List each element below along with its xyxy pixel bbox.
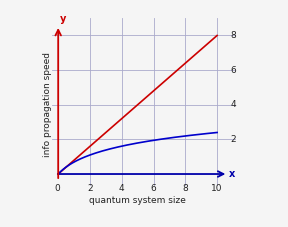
- Text: y: y: [60, 14, 67, 24]
- Text: 8: 8: [231, 31, 236, 40]
- Text: 0: 0: [54, 184, 60, 193]
- Text: quantum system size: quantum system size: [89, 196, 186, 205]
- Text: 4: 4: [119, 184, 125, 193]
- Text: 10: 10: [211, 184, 223, 193]
- Text: x: x: [229, 169, 235, 179]
- Text: 4: 4: [231, 100, 236, 109]
- Text: 8: 8: [182, 184, 188, 193]
- Text: info propagation speed: info propagation speed: [43, 52, 52, 157]
- Text: 2: 2: [87, 184, 93, 193]
- Text: 6: 6: [231, 66, 236, 75]
- Text: 6: 6: [151, 184, 156, 193]
- Text: 2: 2: [231, 135, 236, 144]
